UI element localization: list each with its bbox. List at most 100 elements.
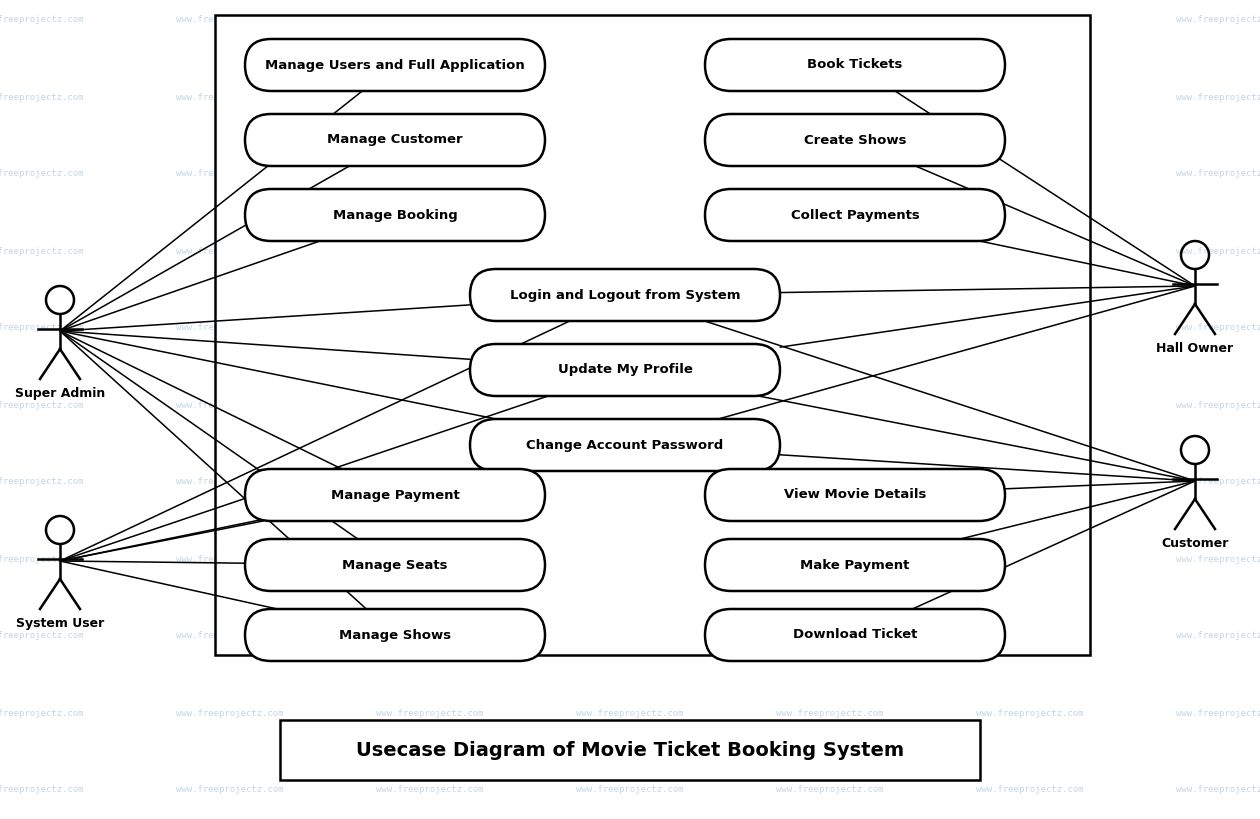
Text: www.freeprojectz.com: www.freeprojectz.com — [377, 400, 484, 410]
Text: Manage Booking: Manage Booking — [333, 209, 457, 221]
Text: www.freeprojectz.com: www.freeprojectz.com — [0, 16, 83, 25]
Text: www.freeprojectz.com: www.freeprojectz.com — [1177, 324, 1260, 333]
Text: www.freeprojectz.com: www.freeprojectz.com — [0, 708, 83, 717]
Text: www.freeprojectz.com: www.freeprojectz.com — [976, 785, 1084, 794]
Text: www.freeprojectz.com: www.freeprojectz.com — [377, 708, 484, 717]
Text: www.freeprojectz.com: www.freeprojectz.com — [1177, 554, 1260, 563]
Text: www.freeprojectz.com: www.freeprojectz.com — [976, 477, 1084, 486]
Text: www.freeprojectz.com: www.freeprojectz.com — [576, 324, 684, 333]
FancyBboxPatch shape — [470, 344, 780, 396]
Text: www.freeprojectz.com: www.freeprojectz.com — [576, 16, 684, 25]
Text: www.freeprojectz.com: www.freeprojectz.com — [776, 708, 883, 717]
FancyBboxPatch shape — [470, 419, 780, 471]
Text: www.freeprojectz.com: www.freeprojectz.com — [1177, 93, 1260, 102]
Text: www.freeprojectz.com: www.freeprojectz.com — [1177, 170, 1260, 179]
Text: www.freeprojectz.com: www.freeprojectz.com — [776, 477, 883, 486]
Text: www.freeprojectz.com: www.freeprojectz.com — [1177, 400, 1260, 410]
Text: www.freeprojectz.com: www.freeprojectz.com — [0, 324, 83, 333]
Text: Login and Logout from System: Login and Logout from System — [510, 288, 741, 301]
Text: www.freeprojectz.com: www.freeprojectz.com — [0, 170, 83, 179]
Text: Collect Payments: Collect Payments — [790, 209, 920, 221]
Text: www.freeprojectz.com: www.freeprojectz.com — [776, 785, 883, 794]
FancyBboxPatch shape — [706, 609, 1005, 661]
Text: www.freeprojectz.com: www.freeprojectz.com — [1177, 16, 1260, 25]
Text: Super Admin: Super Admin — [15, 387, 105, 400]
FancyBboxPatch shape — [244, 189, 546, 241]
Text: www.freeprojectz.com: www.freeprojectz.com — [377, 16, 484, 25]
Text: Hall Owner: Hall Owner — [1157, 342, 1234, 355]
FancyBboxPatch shape — [706, 39, 1005, 91]
Text: Make Payment: Make Payment — [800, 559, 910, 572]
Text: www.freeprojectz.com: www.freeprojectz.com — [377, 170, 484, 179]
Text: www.freeprojectz.com: www.freeprojectz.com — [1177, 708, 1260, 717]
Text: www.freeprojectz.com: www.freeprojectz.com — [1177, 477, 1260, 486]
Text: www.freeprojectz.com: www.freeprojectz.com — [377, 93, 484, 102]
Text: Manage Shows: Manage Shows — [339, 628, 451, 641]
Text: www.freeprojectz.com: www.freeprojectz.com — [377, 247, 484, 256]
Text: www.freeprojectz.com: www.freeprojectz.com — [176, 324, 284, 333]
Text: www.freeprojectz.com: www.freeprojectz.com — [976, 631, 1084, 640]
Text: www.freeprojectz.com: www.freeprojectz.com — [776, 247, 883, 256]
Text: www.freeprojectz.com: www.freeprojectz.com — [776, 93, 883, 102]
Text: www.freeprojectz.com: www.freeprojectz.com — [176, 16, 284, 25]
Text: www.freeprojectz.com: www.freeprojectz.com — [176, 247, 284, 256]
Text: www.freeprojectz.com: www.freeprojectz.com — [776, 554, 883, 563]
Text: Download Ticket: Download Ticket — [793, 628, 917, 641]
Text: www.freeprojectz.com: www.freeprojectz.com — [576, 708, 684, 717]
FancyBboxPatch shape — [706, 189, 1005, 241]
FancyBboxPatch shape — [244, 114, 546, 166]
Text: www.freeprojectz.com: www.freeprojectz.com — [0, 247, 83, 256]
Text: www.freeprojectz.com: www.freeprojectz.com — [576, 93, 684, 102]
Text: www.freeprojectz.com: www.freeprojectz.com — [0, 631, 83, 640]
Text: www.freeprojectz.com: www.freeprojectz.com — [976, 324, 1084, 333]
Text: www.freeprojectz.com: www.freeprojectz.com — [576, 785, 684, 794]
Text: www.freeprojectz.com: www.freeprojectz.com — [776, 631, 883, 640]
Text: Create Shows: Create Shows — [804, 133, 906, 147]
Text: www.freeprojectz.com: www.freeprojectz.com — [176, 785, 284, 794]
Text: Manage Users and Full Application: Manage Users and Full Application — [265, 58, 525, 71]
FancyBboxPatch shape — [244, 469, 546, 521]
Text: www.freeprojectz.com: www.freeprojectz.com — [377, 785, 484, 794]
Text: www.freeprojectz.com: www.freeprojectz.com — [1177, 785, 1260, 794]
Text: www.freeprojectz.com: www.freeprojectz.com — [576, 170, 684, 179]
Text: www.freeprojectz.com: www.freeprojectz.com — [377, 477, 484, 486]
Text: Customer: Customer — [1162, 537, 1228, 550]
Text: www.freeprojectz.com: www.freeprojectz.com — [176, 400, 284, 410]
Text: www.freeprojectz.com: www.freeprojectz.com — [0, 785, 83, 794]
Text: www.freeprojectz.com: www.freeprojectz.com — [576, 400, 684, 410]
Text: www.freeprojectz.com: www.freeprojectz.com — [176, 631, 284, 640]
Text: www.freeprojectz.com: www.freeprojectz.com — [576, 247, 684, 256]
Text: www.freeprojectz.com: www.freeprojectz.com — [576, 477, 684, 486]
Text: www.freeprojectz.com: www.freeprojectz.com — [176, 477, 284, 486]
Text: www.freeprojectz.com: www.freeprojectz.com — [776, 324, 883, 333]
Text: www.freeprojectz.com: www.freeprojectz.com — [176, 708, 284, 717]
Text: Manage Payment: Manage Payment — [330, 488, 460, 501]
FancyBboxPatch shape — [470, 269, 780, 321]
Text: www.freeprojectz.com: www.freeprojectz.com — [776, 16, 883, 25]
FancyBboxPatch shape — [706, 539, 1005, 591]
Text: www.freeprojectz.com: www.freeprojectz.com — [176, 93, 284, 102]
FancyBboxPatch shape — [244, 539, 546, 591]
FancyBboxPatch shape — [215, 15, 1090, 655]
Text: www.freeprojectz.com: www.freeprojectz.com — [976, 247, 1084, 256]
Text: View Movie Details: View Movie Details — [784, 488, 926, 501]
Text: www.freeprojectz.com: www.freeprojectz.com — [377, 554, 484, 563]
Text: www.freeprojectz.com: www.freeprojectz.com — [976, 554, 1084, 563]
Text: Update My Profile: Update My Profile — [558, 364, 693, 377]
Text: www.freeprojectz.com: www.freeprojectz.com — [1177, 247, 1260, 256]
FancyBboxPatch shape — [706, 114, 1005, 166]
Text: www.freeprojectz.com: www.freeprojectz.com — [0, 400, 83, 410]
Text: www.freeprojectz.com: www.freeprojectz.com — [776, 170, 883, 179]
Text: www.freeprojectz.com: www.freeprojectz.com — [976, 93, 1084, 102]
Text: System User: System User — [16, 617, 105, 630]
Text: Manage Customer: Manage Customer — [328, 133, 462, 147]
Text: www.freeprojectz.com: www.freeprojectz.com — [976, 170, 1084, 179]
Text: www.freeprojectz.com: www.freeprojectz.com — [0, 93, 83, 102]
Text: www.freeprojectz.com: www.freeprojectz.com — [377, 324, 484, 333]
Text: www.freeprojectz.com: www.freeprojectz.com — [776, 400, 883, 410]
Text: www.freeprojectz.com: www.freeprojectz.com — [1177, 631, 1260, 640]
Text: www.freeprojectz.com: www.freeprojectz.com — [377, 631, 484, 640]
Text: Usecase Diagram of Movie Ticket Booking System: Usecase Diagram of Movie Ticket Booking … — [355, 740, 905, 759]
Text: Manage Seats: Manage Seats — [343, 559, 447, 572]
Text: www.freeprojectz.com: www.freeprojectz.com — [976, 16, 1084, 25]
